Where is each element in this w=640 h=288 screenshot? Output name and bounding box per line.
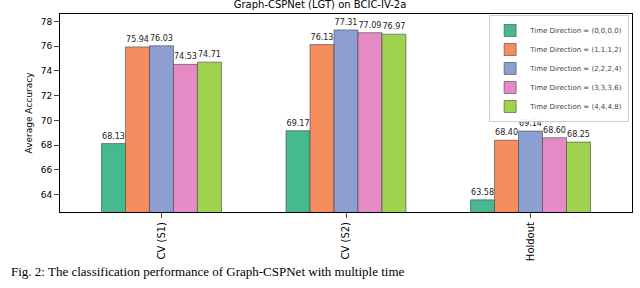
svg-text:Average Accuracy: Average Accuracy bbox=[24, 72, 34, 154]
svg-text:74.53: 74.53 bbox=[174, 52, 197, 61]
svg-text:75.94: 75.94 bbox=[126, 35, 149, 44]
svg-text:68.40: 68.40 bbox=[495, 128, 518, 137]
svg-text:77.31: 77.31 bbox=[335, 18, 358, 27]
svg-text:68.13: 68.13 bbox=[102, 132, 125, 141]
svg-text:63.58: 63.58 bbox=[471, 188, 494, 197]
svg-text:76.13: 76.13 bbox=[311, 33, 334, 42]
svg-text:74: 74 bbox=[41, 66, 53, 76]
svg-text:77.09: 77.09 bbox=[359, 21, 382, 30]
svg-text:78: 78 bbox=[41, 17, 53, 27]
svg-text:76.97: 76.97 bbox=[383, 22, 406, 31]
svg-text:Time Direction = (4,4,4,8): Time Direction = (4,4,4,8) bbox=[529, 103, 622, 111]
svg-text:74.71: 74.71 bbox=[198, 50, 221, 59]
svg-text:76: 76 bbox=[41, 41, 53, 51]
svg-text:Holdout: Holdout bbox=[525, 222, 536, 261]
svg-text:70: 70 bbox=[41, 116, 53, 126]
svg-text:72: 72 bbox=[41, 91, 52, 101]
svg-text:69.14: 69.14 bbox=[519, 119, 542, 129]
svg-text:CV (S2): CV (S2) bbox=[340, 222, 351, 260]
svg-text:Fig. 2: The classification per: Fig. 2: The classification performance o… bbox=[11, 264, 405, 279]
svg-text:Time Direction = (0,0,0,0): Time Direction = (0,0,0,0) bbox=[529, 27, 622, 35]
svg-text:68.60: 68.60 bbox=[543, 126, 566, 135]
svg-text:Time Direction = (3,3,3,6): Time Direction = (3,3,3,6) bbox=[529, 84, 622, 92]
svg-text:Graph-CSPNet (LGT) on BCIC-IV-: Graph-CSPNet (LGT) on BCIC-IV-2a bbox=[234, 0, 407, 10]
svg-text:CV (S1): CV (S1) bbox=[156, 222, 167, 260]
svg-text:Time Direction = (2,2,2,4): Time Direction = (2,2,2,4) bbox=[529, 65, 622, 73]
svg-text:Time Direction = (1,1,1,2): Time Direction = (1,1,1,2) bbox=[529, 46, 622, 54]
svg-text:69.17: 69.17 bbox=[287, 119, 310, 128]
svg-text:76.03: 76.03 bbox=[150, 34, 173, 43]
svg-text:64: 64 bbox=[41, 190, 53, 200]
svg-text:68.25: 68.25 bbox=[567, 130, 590, 139]
svg-text:68: 68 bbox=[41, 140, 53, 150]
svg-text:66: 66 bbox=[41, 165, 53, 175]
